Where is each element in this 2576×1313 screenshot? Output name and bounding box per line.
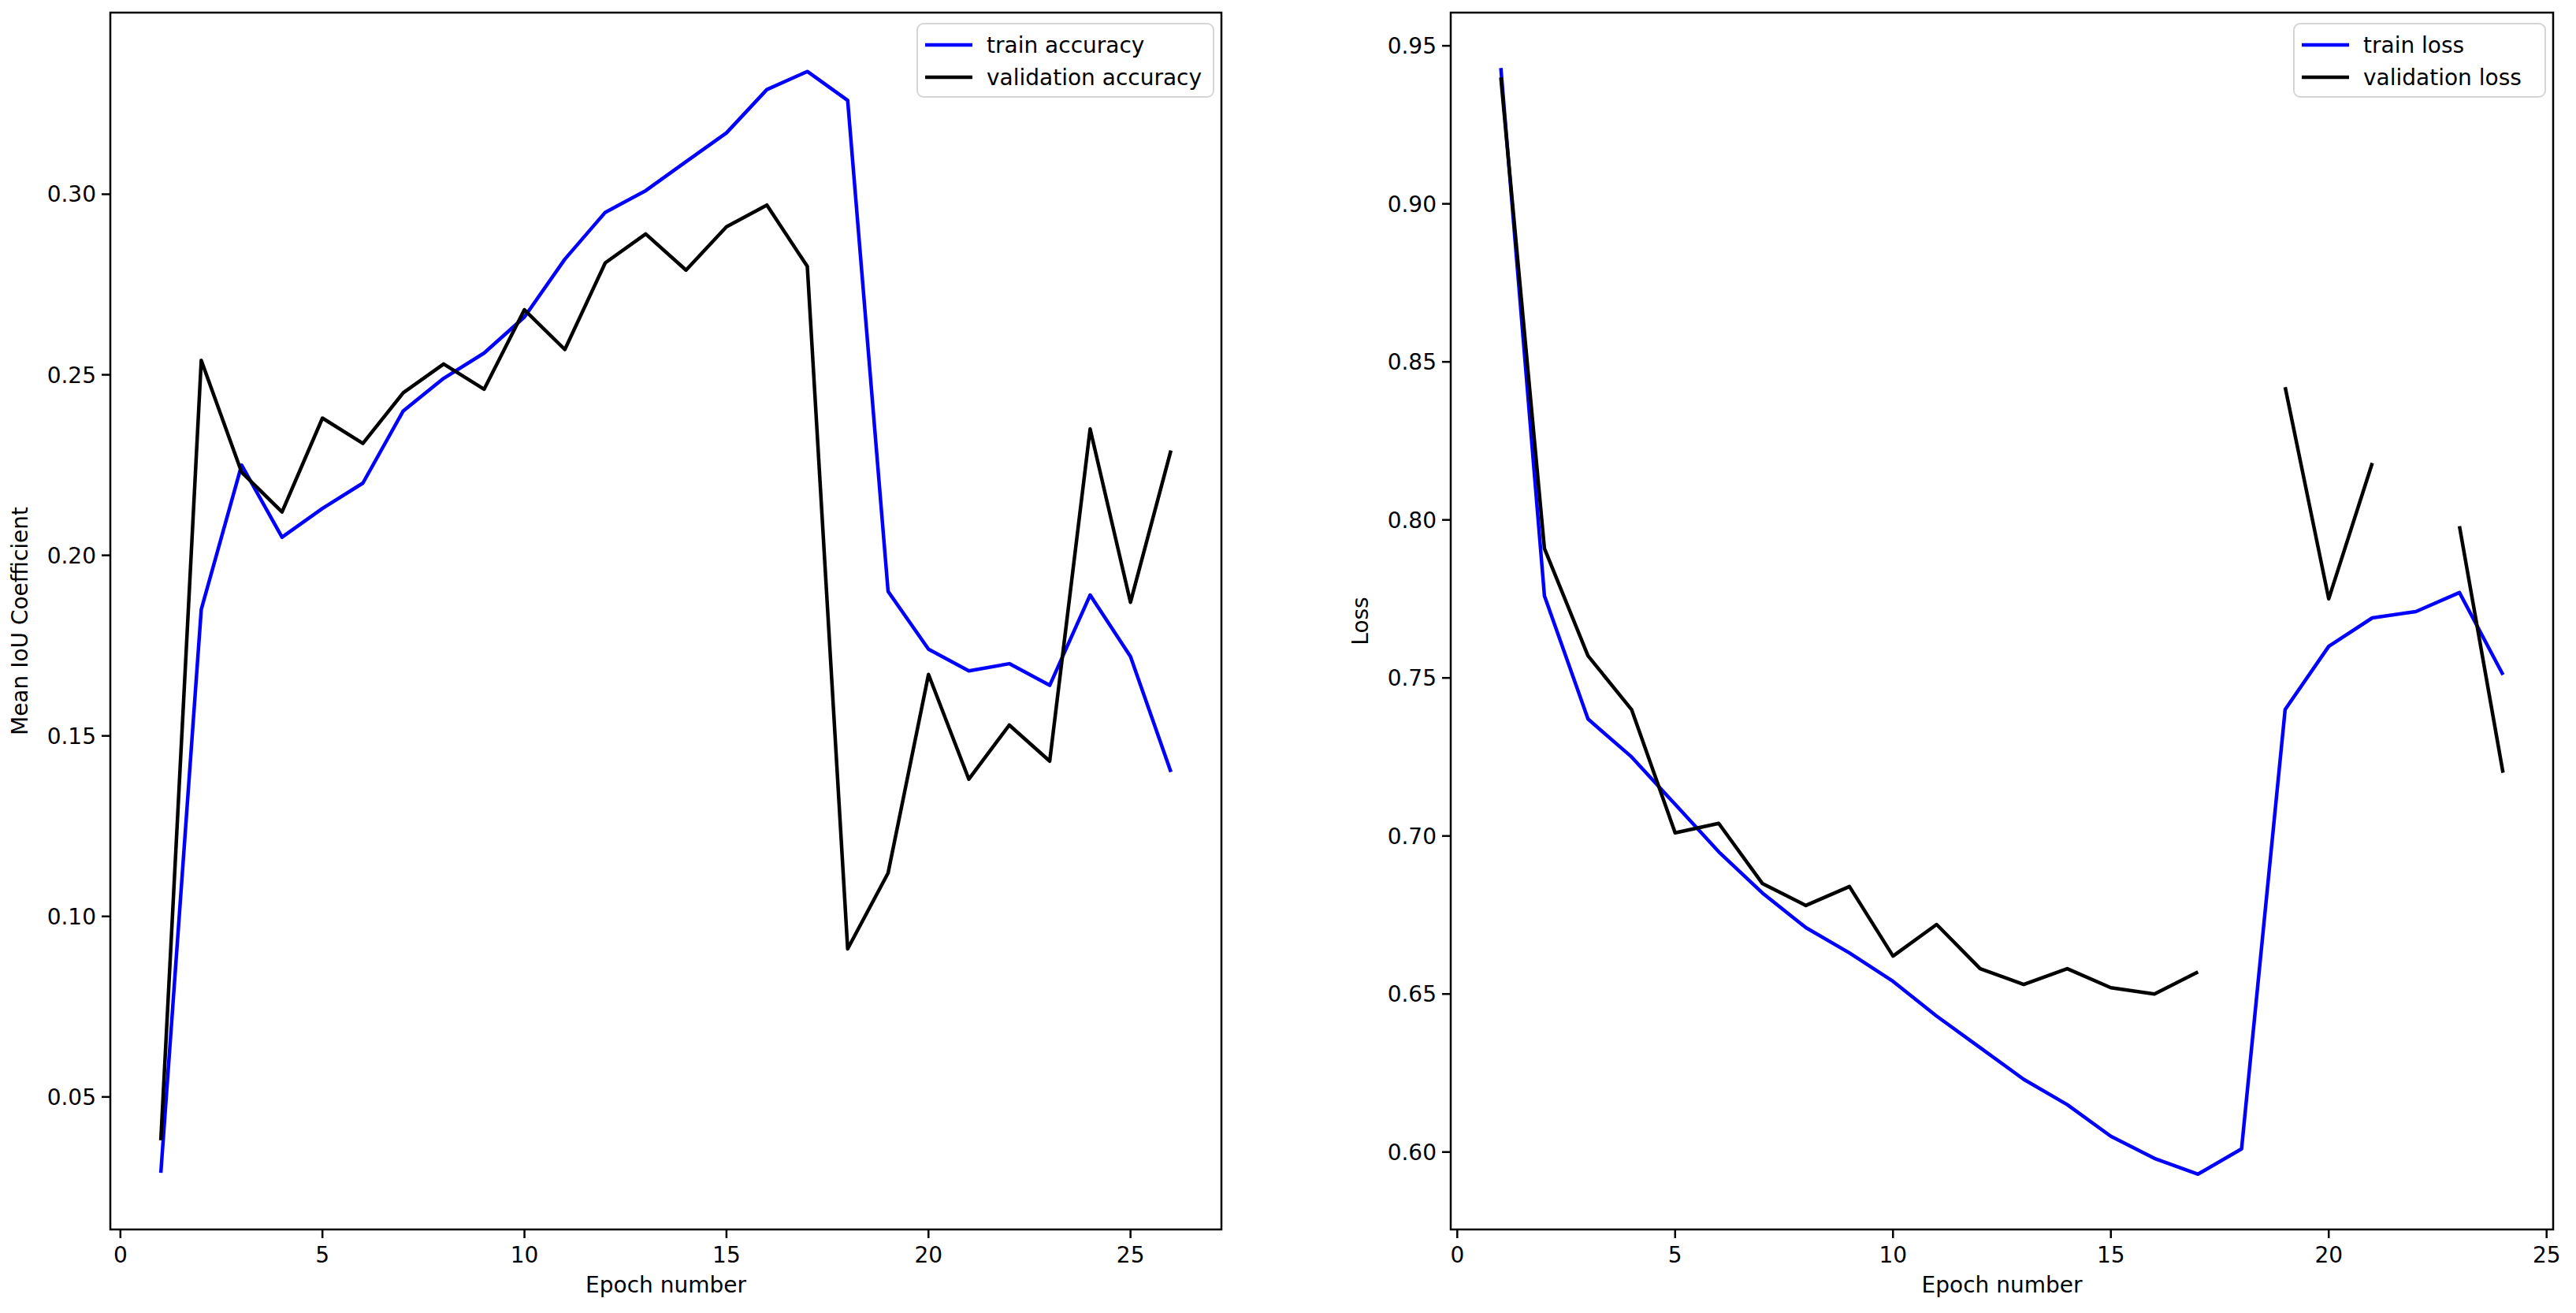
y-tick-label: 0.75 xyxy=(1388,665,1437,691)
y-tick-label: 0.60 xyxy=(1388,1140,1437,1166)
plot-border xyxy=(1451,13,2553,1229)
legend-label: train loss xyxy=(2363,32,2464,58)
x-tick-label: 15 xyxy=(2097,1242,2125,1268)
x-axis-label: Epoch number xyxy=(1922,1272,2083,1298)
y-tick-label: 0.85 xyxy=(1388,349,1437,375)
validation-loss-line xyxy=(1501,77,2504,994)
y-tick-label: 0.65 xyxy=(1388,981,1437,1007)
legend-label: validation loss xyxy=(2363,65,2522,91)
x-tick-label: 10 xyxy=(1879,1242,1907,1268)
figure: 05101520250.050.100.150.200.250.30Epoch … xyxy=(0,0,2576,1313)
x-tick-label: 25 xyxy=(2533,1242,2561,1268)
x-tick-label: 5 xyxy=(1668,1242,1682,1268)
train-loss-line xyxy=(1501,68,2504,1174)
loss-chart: 0 5 10 15 20 25 0.60 0.65 0.70 0.75 0.80 0.85 0.90 0.… xyxy=(0,0,2576,1313)
legend: train loss validation loss xyxy=(2294,24,2545,97)
y-axis-label: Loss xyxy=(1347,597,1373,645)
y-tick-label: 0.90 xyxy=(1388,192,1437,218)
x-tick-label: 0 xyxy=(1450,1242,1464,1268)
x-tick-label: 20 xyxy=(2314,1242,2343,1268)
y-tick-label: 0.80 xyxy=(1388,508,1437,534)
y-tick-label: 0.70 xyxy=(1388,824,1437,850)
y-tick-label: 0.95 xyxy=(1388,33,1437,59)
